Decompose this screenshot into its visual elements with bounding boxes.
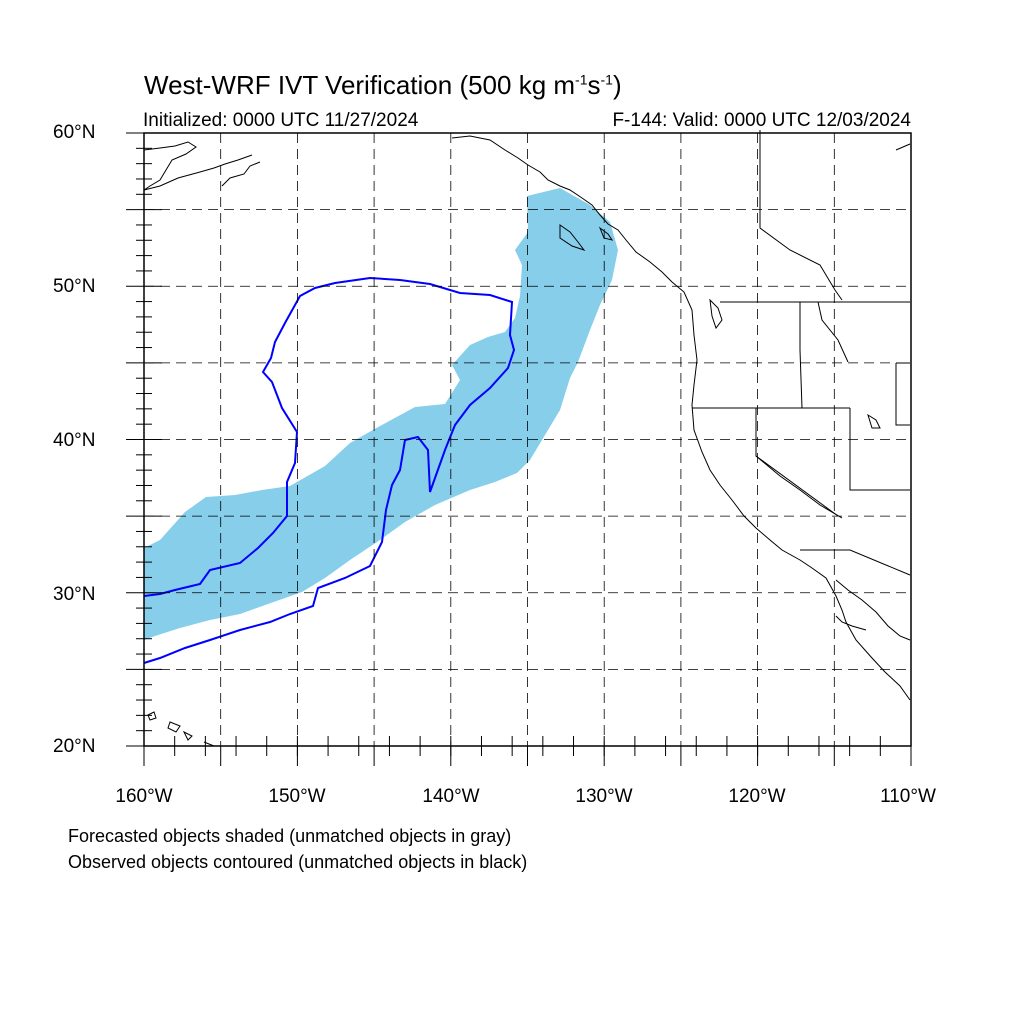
chart-title: West-WRF IVT Verification (500 kg m-1s-1… <box>144 70 622 100</box>
lat-label-60n: 60°N <box>53 122 96 143</box>
plot-frame <box>143 132 912 747</box>
lon-label-150w: 150°W <box>268 786 326 807</box>
lat-label-50n: 50°N <box>53 276 96 297</box>
lat-label-20n: 20°N <box>53 736 96 757</box>
observed-ivt-contour <box>143 276 516 664</box>
coastlines <box>143 130 911 747</box>
footer-forecast-note: Forecasted objects shaded (unmatched obj… <box>68 826 512 846</box>
lon-label-110w: 110°W <box>880 786 936 807</box>
lon-label-140w: 140°W <box>422 786 480 807</box>
forecast-ivt-object <box>144 188 618 640</box>
lon-label-120w: 120°W <box>728 786 786 807</box>
footer-observed-note: Observed objects contoured (unmatched ob… <box>68 852 528 872</box>
lat-label-30n: 30°N <box>53 584 96 605</box>
axis-ticks <box>126 132 912 766</box>
lat-label-40n: 40°N <box>53 430 96 451</box>
valid-time: F-144: Valid: 0000 UTC 12/03/2024 <box>612 110 911 131</box>
lon-label-160w: 160°W <box>115 786 173 807</box>
lat-lon-grid <box>144 133 911 746</box>
initialized-time: Initialized: 0000 UTC 11/27/2024 <box>143 110 419 131</box>
lon-label-130w: 130°W <box>575 786 633 807</box>
